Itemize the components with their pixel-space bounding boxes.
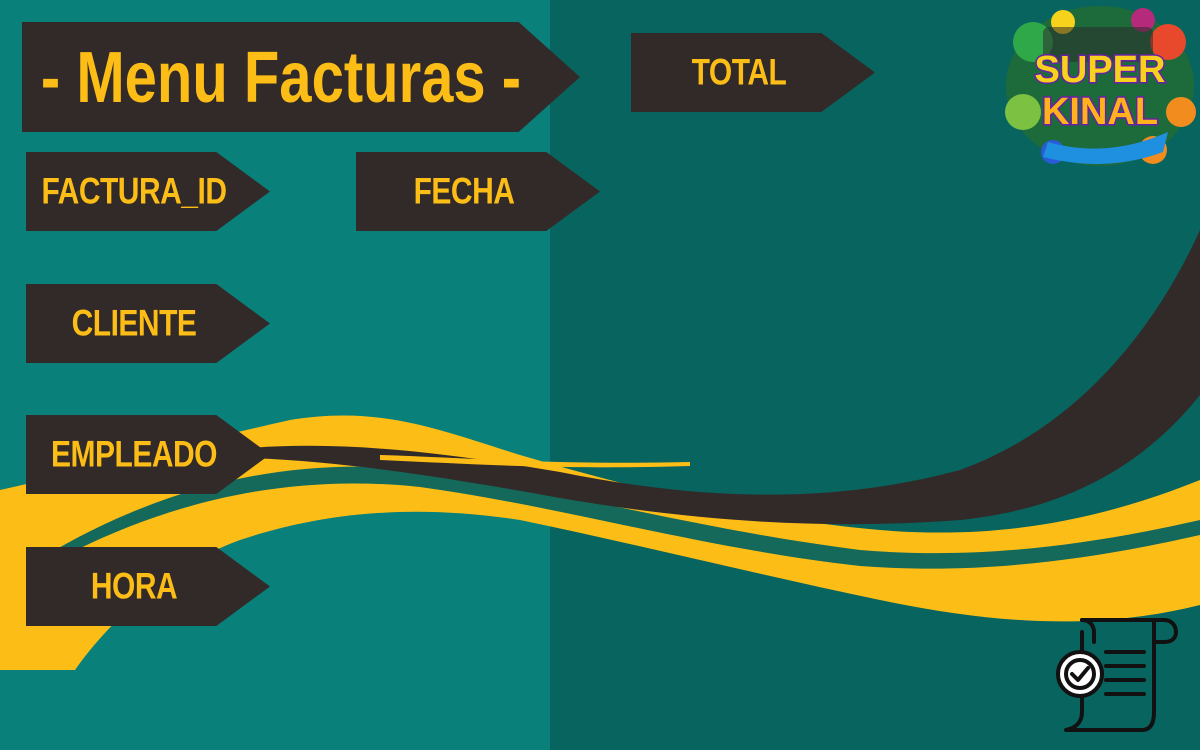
super-kinal-logo: SUPER KINAL [1005, 6, 1196, 166]
empleado-button[interactable]: EMPLEADO [26, 415, 270, 494]
page-title: - Menu Facturas - [22, 22, 580, 132]
total-button[interactable]: TOTAL [631, 33, 875, 112]
factura-id-button[interactable]: FACTURA_ID [26, 152, 270, 231]
logo-word-super: SUPER [1035, 49, 1166, 91]
fecha-button[interactable]: FECHA [356, 152, 600, 231]
logo-word-kinal: KINAL [1042, 91, 1158, 133]
cliente-button[interactable]: CLIENTE [26, 284, 270, 363]
hora-button[interactable]: HORA [26, 547, 270, 626]
receipt-check-icon [1056, 618, 1178, 732]
